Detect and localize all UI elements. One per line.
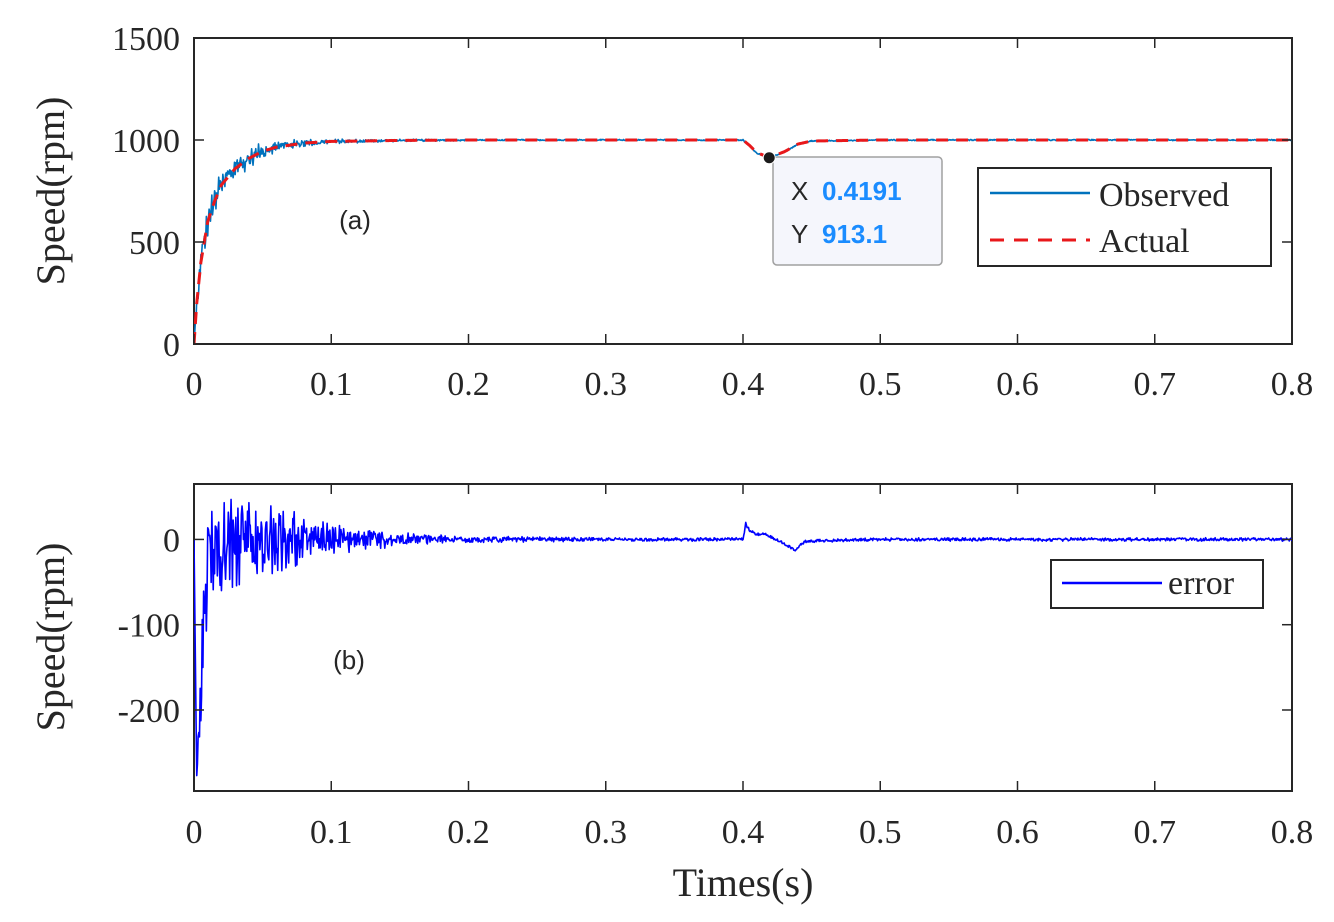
series-actual-line [194, 138, 1292, 344]
legend-actual-label: Actual [1099, 223, 1190, 260]
y-tick-label: 0 [163, 327, 180, 364]
panel-b-y-axis-label: Speed(rpm) [28, 543, 73, 732]
x-tick-label: 0.4 [722, 814, 765, 851]
y-tick-label: 1500 [112, 21, 180, 58]
panel-a-y-ticks: 0 500 1000 1500 [112, 21, 1292, 364]
panel-b-y-ticks: -200 -100 0 [118, 522, 1292, 730]
panel-b-error-chart: 0 0.1 0.2 0.3 0.4 0.5 0.6 0.7 0.8 -200 -100 0 Spee… [28, 483, 1314, 905]
x-tick-label: 0.3 [585, 366, 628, 403]
panel-a-legend-box [977, 167, 1272, 267]
y-tick-label: 0 [163, 522, 180, 559]
y-tick-label: 1000 [112, 123, 180, 160]
datatip-x-value: 0.4191 [822, 176, 902, 206]
legend-observed-label: Observed [1099, 177, 1229, 214]
datatip-x-key: X [791, 176, 808, 206]
x-tick-label: 0 [186, 366, 203, 403]
y-tick-label: -100 [118, 608, 180, 645]
legend-error-label: error [1168, 565, 1235, 602]
x-tick-label: 0.1 [310, 814, 353, 851]
panel-a-series-group [194, 138, 1292, 344]
panel-b-plot-area [193, 483, 1293, 792]
x-tick-label: 0.7 [1134, 814, 1177, 851]
x-tick-label: 0.7 [1134, 366, 1177, 403]
x-tick-label: 0.6 [996, 366, 1039, 403]
x-tick-label: 0.2 [447, 366, 490, 403]
panel-b-x-ticks: 0 0.1 0.2 0.3 0.4 0.5 0.6 0.7 0.8 [186, 484, 1314, 851]
panel-a-x-ticks: 0 0.1 0.2 0.3 0.4 0.5 0.6 0.7 0.8 [186, 38, 1314, 403]
y-tick-label: 500 [129, 225, 180, 262]
panel-a-y-axis-label: Speed(rpm) [28, 97, 73, 286]
x-tick-label: 0.1 [310, 366, 353, 403]
panel-b-x-axis-label: Times(s) [673, 860, 814, 905]
panel-b-tag: (b) [333, 645, 365, 675]
datatip-box [772, 156, 943, 266]
datatip-y-value: 913.1 [822, 219, 887, 249]
x-tick-label: 0.5 [859, 366, 902, 403]
datatip[interactable]: X 0.4191 Y 913.1 [762, 151, 943, 266]
panel-a-legend: Observed Actual [977, 167, 1272, 267]
x-tick-label: 0.8 [1271, 814, 1314, 851]
x-tick-label: 0.4 [722, 366, 765, 403]
x-tick-label: 0.8 [1271, 366, 1314, 403]
panel-b-series-group [194, 498, 1292, 777]
x-tick-label: 0.6 [996, 814, 1039, 851]
panel-b-legend: error [1050, 559, 1264, 609]
x-tick-label: 0.2 [447, 814, 490, 851]
datatip-marker[interactable] [762, 151, 776, 165]
panel-a-tag: (a) [339, 205, 371, 235]
x-tick-label: 0 [186, 814, 203, 851]
series-error-line [194, 498, 1292, 777]
datatip-y-key: Y [791, 219, 808, 249]
x-tick-label: 0.3 [585, 814, 628, 851]
x-tick-label: 0.5 [859, 814, 902, 851]
y-tick-label: -200 [118, 693, 180, 730]
panel-a-speed-chart: 0 0.1 0.2 0.3 0.4 0.5 0.6 0.7 0.8 0 500 1000 1500 S… [28, 21, 1313, 403]
